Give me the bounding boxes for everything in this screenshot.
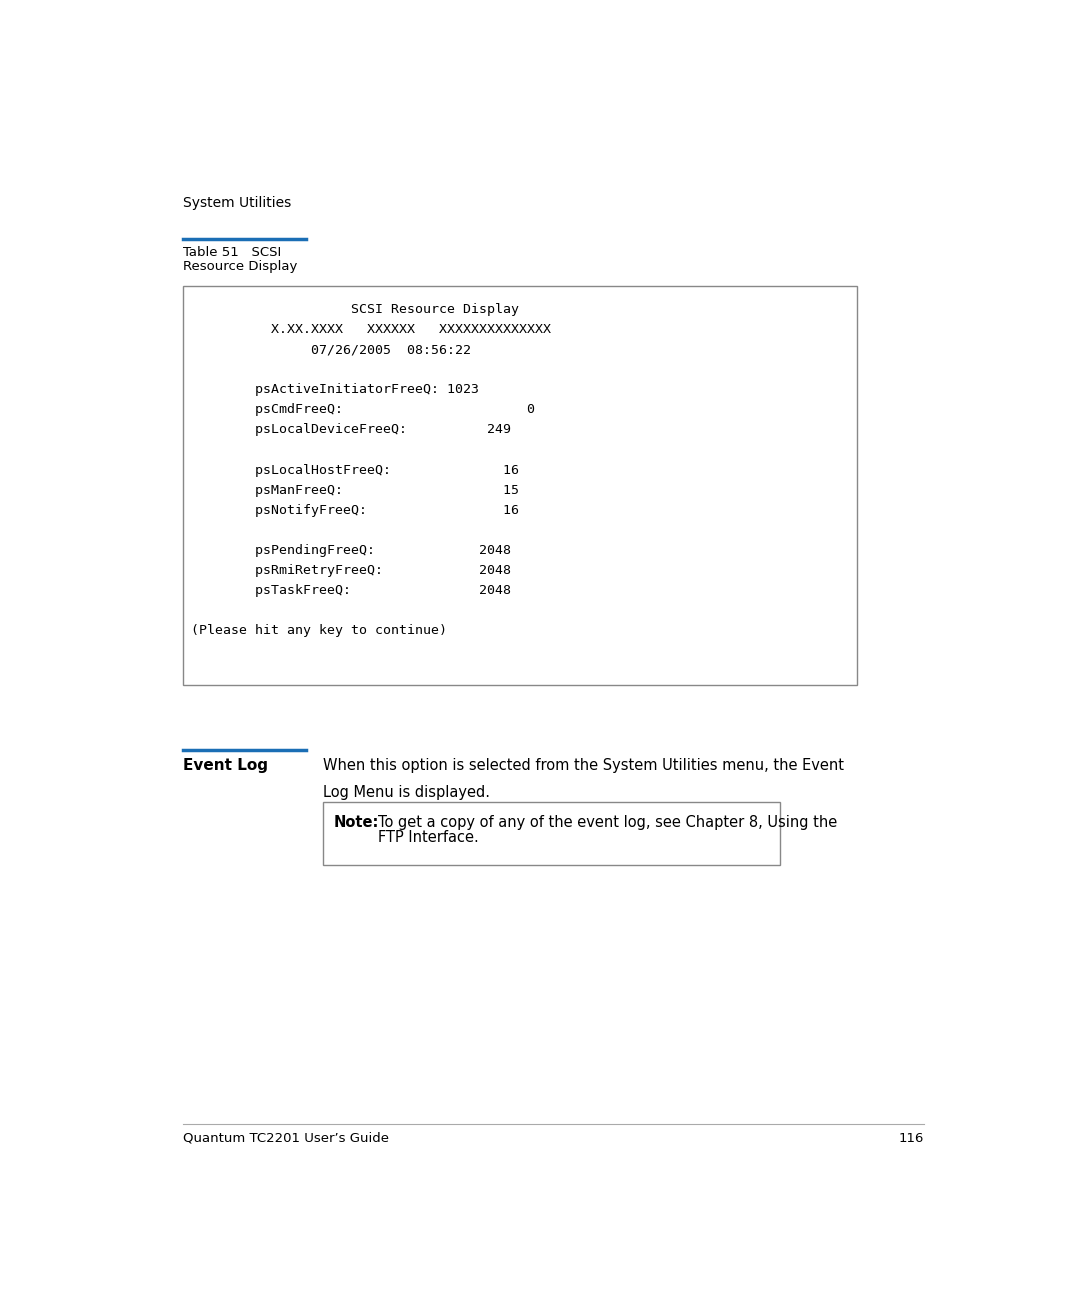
- Text: psPendingFreeQ:             2048: psPendingFreeQ: 2048: [191, 543, 511, 556]
- Text: SCSI Resource Display: SCSI Resource Display: [191, 303, 518, 316]
- Text: psCmdFreeQ:                       0: psCmdFreeQ: 0: [191, 403, 535, 416]
- Text: X.XX.XXXX   XXXXXX   XXXXXXXXXXXXXX: X.XX.XXXX XXXXXX XXXXXXXXXXXXXX: [191, 324, 551, 337]
- Text: Quantum TC2201 User’s Guide: Quantum TC2201 User’s Guide: [183, 1131, 389, 1144]
- Text: Table 51   SCSI: Table 51 SCSI: [183, 246, 281, 259]
- Text: psLocalDeviceFreeQ:          249: psLocalDeviceFreeQ: 249: [191, 424, 511, 437]
- Text: psLocalHostFreeQ:              16: psLocalHostFreeQ: 16: [191, 464, 518, 477]
- Text: psRmiRetryFreeQ:            2048: psRmiRetryFreeQ: 2048: [191, 564, 511, 577]
- Bar: [323, 802, 780, 866]
- Text: When this option is selected from the System Utilities menu, the Event: When this option is selected from the Sy…: [323, 758, 843, 772]
- Text: FTP Interface.: FTP Interface.: [378, 829, 480, 845]
- Text: System Utilities: System Utilities: [183, 196, 292, 210]
- Text: 116: 116: [899, 1131, 924, 1144]
- Text: psManFreeQ:                    15: psManFreeQ: 15: [191, 483, 518, 496]
- Text: (Please hit any key to continue): (Please hit any key to continue): [191, 623, 447, 636]
- Text: Event Log: Event Log: [183, 758, 268, 772]
- Text: psNotifyFreeQ:                 16: psNotifyFreeQ: 16: [191, 504, 518, 517]
- Text: Note:: Note:: [334, 815, 379, 829]
- Text: psTaskFreeQ:                2048: psTaskFreeQ: 2048: [191, 583, 511, 596]
- Text: Resource Display: Resource Display: [183, 260, 297, 273]
- Text: Log Menu is displayed.: Log Menu is displayed.: [323, 785, 489, 801]
- Text: 07/26/2005  08:56:22: 07/26/2005 08:56:22: [191, 343, 471, 356]
- Text: psActiveInitiatorFreeQ: 1023: psActiveInitiatorFreeQ: 1023: [191, 384, 478, 397]
- Text: To get a copy of any of the event log, see Chapter 8, Using the: To get a copy of any of the event log, s…: [378, 815, 838, 829]
- Bar: [183, 286, 858, 686]
